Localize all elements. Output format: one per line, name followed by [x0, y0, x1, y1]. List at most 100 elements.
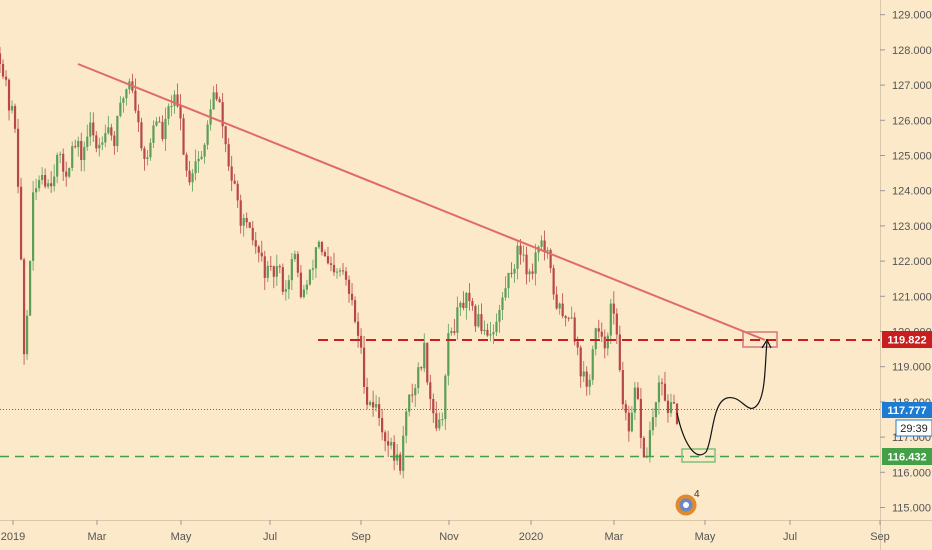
- event-badge-icon[interactable]: 4: [675, 489, 701, 516]
- price-axis[interactable]: 115.000116.000117.000118.000119.000120.0…: [880, 10, 932, 515]
- candle-body: [540, 240, 543, 247]
- candle-body: [335, 271, 339, 273]
- candle-body: [666, 400, 670, 414]
- candle-body: [53, 176, 56, 187]
- candle-body: [161, 122, 164, 140]
- svg-text:117.777: 117.777: [887, 405, 926, 417]
- candle-body: [230, 166, 233, 181]
- candle-body: [320, 241, 324, 253]
- candle-body: [381, 418, 384, 433]
- candle-body: [167, 106, 170, 119]
- candle-body: [456, 307, 459, 333]
- candle-body: [317, 241, 321, 248]
- candle-body: [203, 144, 206, 157]
- candle-body: [420, 367, 423, 369]
- candle-body: [552, 268, 555, 295]
- candle-body: [170, 105, 173, 107]
- x-tick-label: 2019: [1, 531, 25, 543]
- candle-body: [603, 336, 606, 349]
- candle-body: [299, 272, 302, 298]
- candle-body: [402, 435, 405, 471]
- candle-body: [543, 240, 546, 252]
- candle-body: [146, 157, 149, 159]
- x-tick-label: Jul: [783, 531, 797, 543]
- countdown-label: 29:39: [895, 419, 932, 437]
- candlestick-series: [0, 46, 679, 479]
- candle-body: [651, 417, 655, 431]
- x-tick-label: Sep: [351, 531, 371, 543]
- candle-body: [212, 92, 215, 110]
- candle-body: [149, 142, 152, 158]
- candle-body: [585, 371, 588, 387]
- candle-body: [16, 128, 20, 187]
- candle-body: [1, 63, 5, 77]
- candle-body: [173, 94, 176, 106]
- y-tick-label: 125.000: [892, 151, 932, 163]
- candle-body: [387, 441, 390, 446]
- candle-body: [453, 331, 456, 333]
- candle-body: [59, 153, 62, 155]
- candle-body: [248, 222, 251, 228]
- candle-body: [393, 442, 396, 461]
- candle-body: [362, 347, 366, 388]
- candle-body: [308, 269, 312, 285]
- candle-body: [594, 328, 597, 350]
- svg-text:29:39: 29:39: [900, 423, 928, 435]
- candle-body: [31, 192, 35, 261]
- candle-body: [251, 227, 254, 241]
- svg-text:119.822: 119.822: [887, 335, 926, 347]
- candle-body: [627, 412, 630, 432]
- candle-body: [95, 135, 98, 149]
- candle-body: [549, 249, 552, 269]
- candle-body: [224, 126, 227, 145]
- candle-body: [215, 92, 218, 100]
- candle-body: [609, 303, 612, 336]
- candle-body: [368, 402, 372, 405]
- candle-body: [564, 316, 567, 318]
- candle-body: [143, 148, 146, 159]
- candle-body: [588, 379, 591, 387]
- candle-body: [567, 317, 570, 319]
- y-tick-label: 116.000: [892, 467, 931, 479]
- support-zone-box[interactable]: [681, 448, 716, 463]
- candle-body: [287, 280, 290, 290]
- candle-body: [474, 305, 477, 327]
- projected-path-curve[interactable]: [676, 341, 768, 456]
- candle-body: [107, 127, 110, 134]
- candle-body: [501, 297, 504, 310]
- candle-body: [414, 387, 417, 396]
- candle-body: [314, 247, 318, 269]
- candle-body: [47, 183, 50, 187]
- candle-body: [101, 142, 104, 145]
- candle-body: [347, 279, 351, 294]
- target-zone-box[interactable]: [742, 331, 778, 348]
- candle-body: [375, 404, 378, 408]
- x-tick-label: 2020: [519, 531, 543, 543]
- candle-body: [323, 252, 327, 257]
- candle-body: [350, 293, 354, 301]
- resistance-trendline[interactable]: [77, 63, 766, 341]
- candle-body: [396, 454, 399, 461]
- candle-body: [19, 186, 23, 260]
- x-tick-label: Nov: [439, 531, 459, 543]
- candle-body: [570, 317, 573, 319]
- candle-body: [176, 94, 179, 107]
- time-axis[interactable]: 2019 Mar May Jul Sep Nov 2020 Mar May Jul Sep: [1, 520, 890, 543]
- candle-body: [134, 90, 137, 111]
- candle-body: [576, 341, 579, 348]
- candle-body: [28, 260, 32, 316]
- candle-body: [384, 432, 387, 442]
- candle-body: [80, 140, 83, 161]
- candle-body: [495, 321, 498, 333]
- candle-body: [438, 419, 441, 429]
- candle-body: [50, 183, 53, 187]
- candle-body: [654, 402, 658, 418]
- y-tick-label: 122.000: [892, 256, 932, 268]
- candle-body: [429, 382, 432, 399]
- candle-body: [116, 115, 119, 147]
- candle-body: [125, 89, 128, 99]
- candle-body: [558, 303, 561, 309]
- candle-body: [119, 102, 122, 116]
- candle-body: [606, 335, 609, 349]
